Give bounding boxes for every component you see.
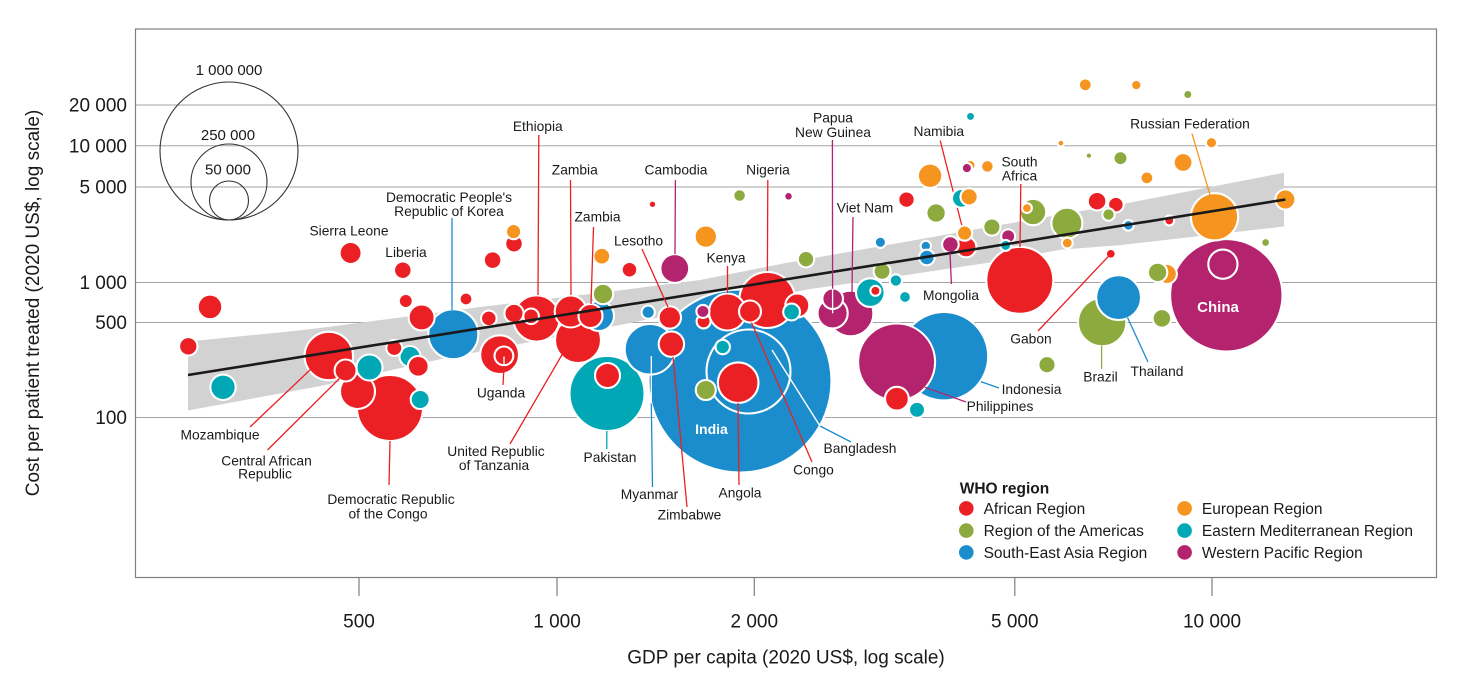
svg-text:Sierra Leone: Sierra Leone [309,223,388,238]
svg-text:500: 500 [95,313,127,334]
svg-text:Zimbabwe: Zimbabwe [658,507,722,522]
svg-text:India: India [695,421,728,437]
svg-text:Myanmar: Myanmar [621,487,679,502]
svg-text:Mozambique: Mozambique [181,427,260,442]
svg-text:South-East Asia Region: South-East Asia Region [984,545,1148,562]
svg-text:Cambodia: Cambodia [645,162,708,177]
svg-text:Cost per patient treated (2020: Cost per patient treated (2020 US$, log … [23,110,44,497]
svg-text:WHO region: WHO region [960,481,1050,498]
svg-text:Namibia: Namibia [913,124,964,139]
svg-text:Viet Nam: Viet Nam [837,200,894,215]
svg-text:10 000: 10 000 [69,136,127,157]
svg-text:20 000: 20 000 [69,96,127,117]
svg-text:1 000 000: 1 000 000 [196,62,263,79]
svg-text:Russian Federation: Russian Federation [1130,116,1250,131]
svg-text:Gabon: Gabon [1010,331,1051,346]
svg-text:Kenya: Kenya [706,250,745,265]
svg-text:African Region: African Region [984,501,1086,518]
svg-text:South: South [1001,154,1037,169]
svg-text:500: 500 [343,612,375,633]
svg-text:Region of the Americas: Region of the Americas [984,523,1145,540]
svg-text:Brazil: Brazil [1083,369,1118,384]
svg-text:Republic of Korea: Republic of Korea [394,204,504,219]
svg-text:Africa: Africa [1002,168,1038,183]
svg-text:Nigeria: Nigeria [746,162,790,177]
svg-text:Uganda: Uganda [477,385,526,400]
svg-text:Western Pacific Region: Western Pacific Region [1202,545,1363,562]
svg-text:Papua: Papua [813,110,853,125]
svg-text:United Republic: United Republic [447,444,545,459]
svg-text:Liberia: Liberia [385,245,427,260]
svg-text:Bangladesh: Bangladesh [824,441,897,456]
svg-text:Republic: Republic [238,466,292,481]
svg-text:5 000: 5 000 [79,178,127,199]
svg-text:250 000: 250 000 [201,127,255,144]
svg-text:China: China [1197,299,1239,316]
svg-text:Zambia: Zambia [574,209,620,224]
svg-text:1 000: 1 000 [79,273,127,294]
svg-text:Angola: Angola [719,485,762,500]
svg-text:Indonesia: Indonesia [1002,382,1062,397]
svg-text:Democratic Republic: Democratic Republic [327,492,454,507]
svg-text:10 000: 10 000 [1183,612,1241,633]
svg-text:100: 100 [95,408,127,429]
svg-text:of Tanzania: of Tanzania [459,458,530,473]
svg-text:Pakistan: Pakistan [584,450,637,465]
svg-text:GDP per capita (2020 US$, log: GDP per capita (2020 US$, log scale) [627,648,945,669]
svg-text:Congo: Congo [793,462,834,477]
svg-text:Zambia: Zambia [552,162,598,177]
svg-text:5 000: 5 000 [991,612,1039,633]
svg-text:Thailand: Thailand [1131,364,1184,379]
svg-text:Lesotho: Lesotho [614,233,663,248]
svg-text:Ethiopia: Ethiopia [513,119,563,134]
svg-text:New Guinea: New Guinea [795,125,871,140]
svg-text:European Region: European Region [1202,501,1323,518]
svg-text:Eastern Mediterranean Region: Eastern Mediterranean Region [1202,523,1413,540]
svg-text:50 000: 50 000 [205,162,251,179]
svg-text:2 000: 2 000 [731,612,779,633]
svg-text:of the Congo: of the Congo [348,506,427,521]
svg-text:1 000: 1 000 [533,612,581,633]
svg-text:Mongolia: Mongolia [923,288,979,303]
svg-text:Philippines: Philippines [967,399,1034,414]
